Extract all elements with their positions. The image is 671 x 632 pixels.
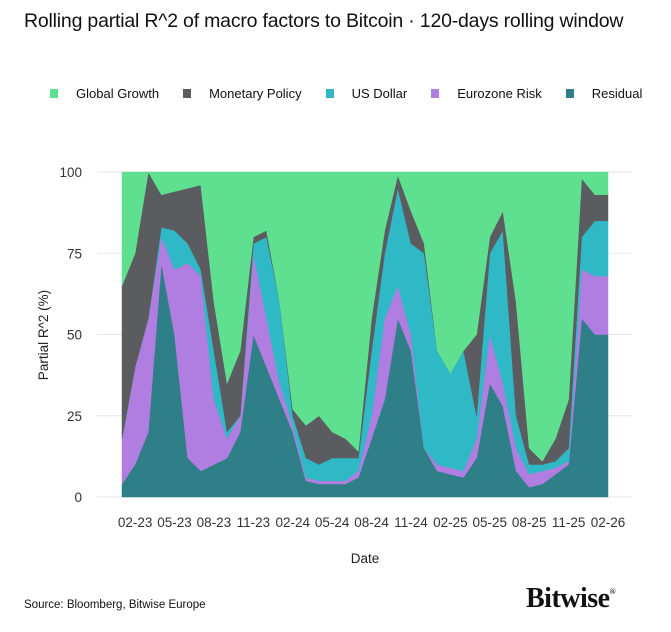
x-tick-label: 08-24 — [354, 515, 389, 530]
legend-label: Eurozone Risk — [457, 86, 542, 101]
x-tick-label: 08-25 — [512, 515, 547, 530]
legend-label: US Dollar — [351, 86, 408, 101]
legend-label: Global Growth — [76, 86, 160, 101]
legend-swatch — [431, 89, 440, 98]
legend-item: Global Growth — [50, 86, 159, 101]
y-tick-label: 75 — [67, 246, 82, 261]
x-tick-label: 05-25 — [473, 515, 508, 530]
x-tick-label: 05-24 — [315, 515, 350, 530]
bitwise-logo: Bitwise® — [526, 583, 616, 614]
y-tick-label: 0 — [74, 490, 82, 505]
x-tick-label: 02-26 — [591, 515, 626, 530]
legend-swatch — [183, 89, 192, 98]
x-tick-label: 02-24 — [275, 515, 310, 530]
y-tick-label: 50 — [67, 328, 82, 343]
y-tick-label: 100 — [59, 165, 82, 180]
x-tick-label: 08-23 — [197, 515, 232, 530]
legend-swatch — [565, 89, 574, 98]
legend: Global Growth Monetary Policy US Dollar Eur… — [50, 86, 666, 101]
legend-swatch — [325, 89, 334, 98]
x-tick-label: 11-24 — [394, 515, 428, 530]
source-note: Source: Bloomberg, Bitwise Europe — [24, 599, 206, 611]
x-tick-label: 02-23 — [118, 515, 153, 530]
legend-item: Eurozone Risk — [431, 86, 542, 101]
x-tick-label: 11-25 — [552, 515, 586, 530]
x-tick-label: 11-23 — [237, 515, 271, 530]
x-axis-label: Date — [351, 551, 380, 566]
y-tick-label: 25 — [67, 409, 82, 424]
x-tick-label: 05-23 — [157, 515, 192, 530]
area-global-growth — [121, 171, 609, 462]
x-tick-label: 02-25 — [433, 515, 468, 530]
legend-label: Residual — [591, 86, 643, 101]
y-axis-label: Partial R^2 (%) — [36, 290, 51, 380]
legend-label: Monetary Policy — [209, 86, 302, 101]
legend-item: US Dollar — [325, 86, 408, 101]
chart-title: Rolling partial R^2 of macro factors to … — [24, 10, 624, 32]
legend-item: Residual — [565, 86, 643, 101]
legend-swatch — [50, 89, 58, 98]
legend-item: Monetary Policy — [183, 86, 302, 101]
